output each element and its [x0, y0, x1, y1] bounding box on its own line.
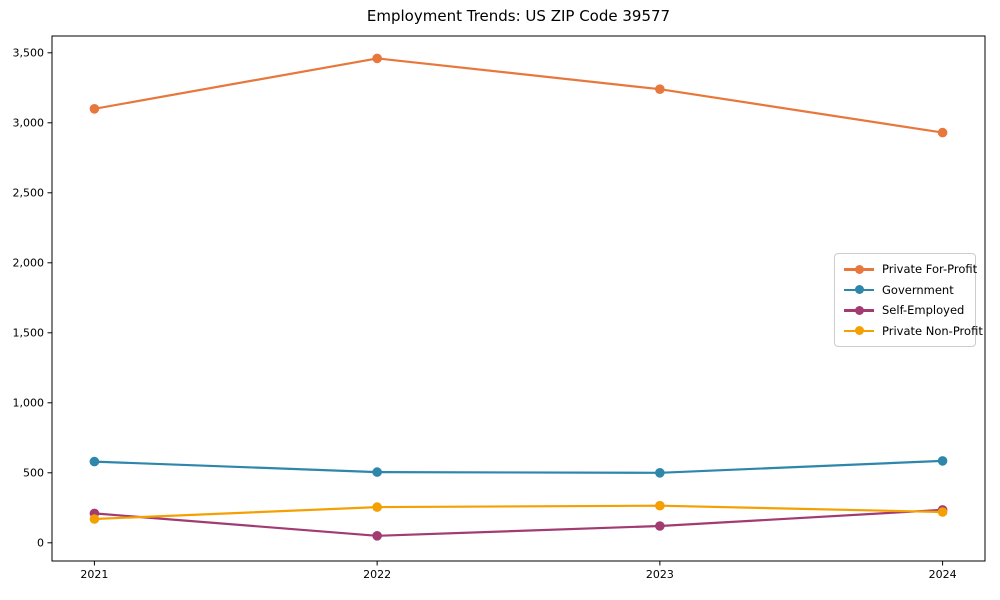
legend-item-government: Government — [844, 280, 966, 300]
series-point-0 — [937, 127, 948, 138]
series-point-2 — [372, 531, 382, 541]
series-point-0 — [89, 104, 100, 114]
legend-item-self-employed: Self-Employed — [844, 300, 966, 320]
series-line-3 — [94, 504, 943, 521]
y-tick-label: 500 — [23, 467, 44, 480]
legend-label: Self-Employed — [882, 303, 965, 318]
series-point-0 — [655, 84, 665, 94]
series-point-1 — [372, 467, 382, 477]
series-point-1 — [89, 456, 100, 467]
series-point-3 — [89, 514, 100, 524]
y-tick-label: 1,000 — [13, 397, 45, 410]
chart-legend: Private For-Profit Government Self-Emplo… — [834, 253, 983, 347]
series-point-1 — [655, 468, 665, 478]
y-tick-label: 2,000 — [13, 257, 45, 270]
series-line-1 — [94, 459, 943, 474]
series-point-3 — [372, 502, 382, 512]
legend-item-private-non-profit: Private Non-Profit — [844, 321, 983, 341]
legend-item-private-for-profit: Private For-Profit — [844, 259, 977, 279]
series-point-0 — [372, 53, 382, 64]
legend-label: Private Non-Profit — [882, 323, 983, 338]
series-line-0 — [94, 57, 943, 134]
y-tick-label: 3,500 — [13, 47, 45, 60]
series-point-1 — [937, 456, 948, 466]
x-tick-label: 2021 — [80, 568, 108, 581]
line-marker-icon — [844, 305, 874, 315]
x-tick-label: 2023 — [646, 568, 674, 581]
line-marker-icon — [844, 285, 874, 295]
line-marker-icon — [844, 326, 874, 336]
line-marker-icon — [844, 264, 874, 274]
x-tick-label: 2024 — [929, 568, 957, 581]
legend-label: Government — [882, 282, 954, 297]
y-tick-label: 1,500 — [13, 327, 45, 340]
y-tick-label: 2,500 — [13, 187, 45, 200]
series-point-2 — [655, 521, 665, 531]
axes-spines — [51, 35, 986, 562]
y-tick-label: 3,000 — [13, 117, 45, 130]
legend-label: Private For-Profit — [882, 262, 978, 277]
chart-title: Employment Trends: US ZIP Code 39577 — [366, 7, 671, 25]
series-point-3 — [937, 507, 948, 517]
series-point-3 — [655, 500, 665, 511]
y-tick-label: 0 — [37, 537, 44, 550]
series-line-2 — [94, 508, 943, 537]
x-tick-label: 2022 — [363, 568, 391, 581]
